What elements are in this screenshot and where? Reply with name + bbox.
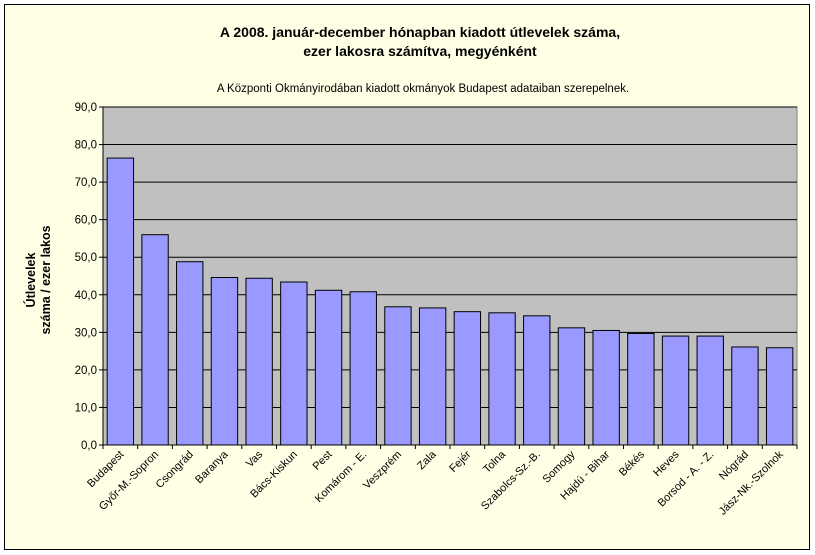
bar [557, 327, 586, 446]
bar [245, 277, 273, 446]
plot-area [102, 106, 798, 446]
bar [627, 332, 655, 446]
y-tick-label: 20,0 [75, 365, 97, 377]
y-tick-label: 40,0 [75, 290, 97, 302]
bar [765, 347, 794, 446]
y-tick-label: 80,0 [75, 140, 97, 152]
bar [384, 306, 412, 446]
bar [661, 335, 690, 446]
y-tick-label: 30,0 [75, 327, 97, 339]
x-tick-label: Békés [617, 448, 647, 478]
bar [106, 157, 135, 446]
x-tick-label: Vas [244, 448, 266, 470]
x-tick-label: Nógrád [717, 449, 751, 483]
x-tick-label: Tolna [481, 448, 509, 476]
bar [488, 312, 516, 446]
x-tick-label: Jász-Nk.-Szolnok [717, 448, 786, 517]
x-tick-label: Veszprém [361, 449, 404, 492]
y-tick-label: 60,0 [75, 215, 97, 227]
x-tick-label: Csongrád [154, 449, 196, 491]
bar [453, 311, 482, 446]
x-tick-label: Fejér [447, 448, 473, 474]
x-tick-label: Heves [651, 448, 682, 479]
bar [418, 307, 447, 446]
y-tick-label: 10,0 [75, 402, 97, 414]
x-tick-label: Győr-M.-Sopron [97, 449, 161, 513]
bar [349, 291, 377, 446]
bar [141, 234, 169, 446]
x-tick-label: Zala [415, 448, 439, 472]
y-tick-label: 90,0 [75, 102, 97, 114]
bar [696, 335, 724, 446]
y-axis-label-line-2: száma / ezer lakos [39, 225, 53, 334]
x-tick-label: Baranya [193, 448, 231, 486]
bar [592, 329, 620, 446]
chart-subtitle: A Központi Okmányirodában kiadott okmány… [217, 83, 629, 95]
x-tick-label: Pest [311, 449, 335, 473]
chart-title-line-2: ezer lakosra számítva, megyénként [303, 43, 537, 59]
y-tick-label: 70,0 [75, 177, 97, 189]
x-tick-label: Szabolcs-Sz.-B. [479, 449, 543, 513]
chart-title-line-1: A 2008. január-december hónapban kiadott… [220, 24, 620, 40]
bar [280, 281, 308, 446]
bar [210, 277, 239, 446]
bar [731, 346, 759, 446]
y-axis-label-line-1: Útlevelek [23, 253, 38, 308]
bar [314, 289, 343, 446]
y-tick-label: 0,0 [81, 440, 97, 452]
bar [176, 261, 204, 446]
bar [523, 315, 551, 446]
y-tick-label: 50,0 [75, 252, 97, 264]
